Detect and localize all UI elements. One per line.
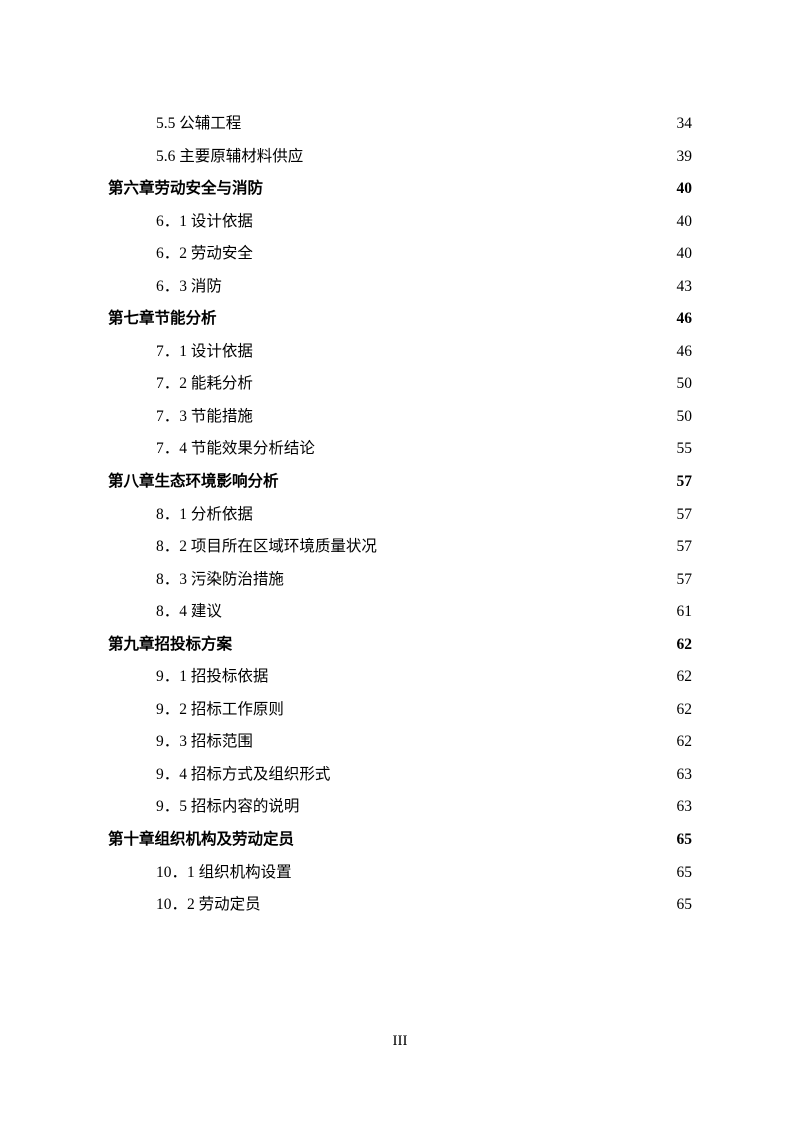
toc-entry: 7．3 节能措施 50: [156, 401, 692, 434]
toc-label: 9．4 招标方式及组织形式: [156, 759, 330, 792]
toc-page: 65: [677, 857, 693, 890]
toc-entry: 8．4 建议 61: [156, 596, 692, 629]
toc-entry: 8．1 分析依据 57: [156, 499, 692, 532]
toc-page: 40: [677, 206, 693, 239]
toc-label: 7．4 节能效果分析结论: [156, 433, 315, 466]
toc-page: 57: [677, 499, 693, 532]
toc-entry: 10．1 组织机构设置 65: [156, 857, 692, 890]
toc-entry: 第六章劳动安全与消防 40: [108, 173, 692, 206]
toc-label: 9．1 招投标依据: [156, 661, 268, 694]
toc-page: 43: [677, 271, 693, 304]
toc-entry: 9．1 招投标依据 62: [156, 661, 692, 694]
toc-entry: 9．4 招标方式及组织形式 63: [156, 759, 692, 792]
toc-label: 6．2 劳动安全: [156, 238, 253, 271]
toc-page: 57: [677, 466, 693, 499]
toc-label: 第六章劳动安全与消防: [108, 173, 263, 206]
toc-entry: 5.6 主要原辅材料供应 39: [156, 141, 692, 174]
toc-label: 9．5 招标内容的说明: [156, 791, 299, 824]
toc-entry: 8．3 污染防治措施 57: [156, 564, 692, 597]
toc-label: 8．1 分析依据: [156, 499, 253, 532]
table-of-contents: 5.5 公辅工程 345.6 主要原辅材料供应 39第六章劳动安全与消防 406…: [108, 108, 692, 922]
toc-label: 10．2 劳动定员: [156, 889, 261, 922]
toc-entry: 10．2 劳动定员 65: [156, 889, 692, 922]
toc-entry: 8．2 项目所在区域环境质量状况 57: [156, 531, 692, 564]
toc-entry: 9．3 招标范围 62: [156, 726, 692, 759]
toc-label: 9．3 招标范围: [156, 726, 253, 759]
toc-page: 55: [677, 433, 693, 466]
toc-entry: 第九章招投标方案 62: [108, 629, 692, 662]
toc-page: 50: [677, 401, 693, 434]
toc-entry: 9．5 招标内容的说明 63: [156, 791, 692, 824]
toc-page: 65: [677, 824, 693, 857]
toc-label: 10．1 组织机构设置: [156, 857, 292, 890]
toc-label: 5.6 主要原辅材料供应: [156, 141, 303, 174]
toc-page: 62: [677, 726, 693, 759]
toc-page: 63: [677, 791, 693, 824]
toc-label: 6．1 设计依据: [156, 206, 253, 239]
toc-entry: 第七章节能分析 46: [108, 303, 692, 336]
toc-label: 7．1 设计依据: [156, 336, 253, 369]
toc-page: 46: [677, 303, 693, 336]
toc-label: 7．2 能耗分析: [156, 368, 253, 401]
toc-page: 61: [677, 596, 693, 629]
toc-page: 62: [677, 661, 693, 694]
toc-label: 7．3 节能措施: [156, 401, 253, 434]
toc-label: 8．2 项目所在区域环境质量状况: [156, 531, 377, 564]
toc-page: 57: [677, 564, 693, 597]
page-number: III: [0, 1033, 800, 1050]
toc-label: 6．3 消防: [156, 271, 222, 304]
toc-page: 57: [677, 531, 693, 564]
toc-label: 8．4 建议: [156, 596, 222, 629]
toc-entry: 7．4 节能效果分析结论 55: [156, 433, 692, 466]
toc-entry: 6．3 消防 43: [156, 271, 692, 304]
toc-entry: 6．2 劳动安全 40: [156, 238, 692, 271]
toc-entry: 第八章生态环境影响分析 57: [108, 466, 692, 499]
toc-page: 46: [677, 336, 693, 369]
toc-page: 34: [677, 108, 693, 141]
toc-page: 62: [677, 629, 693, 662]
toc-page: 65: [677, 889, 693, 922]
toc-entry: 7．2 能耗分析 50: [156, 368, 692, 401]
toc-label: 9．2 招标工作原则: [156, 694, 284, 727]
toc-page: 40: [677, 238, 693, 271]
toc-label: 5.5 公辅工程: [156, 108, 241, 141]
toc-label: 第七章节能分析: [108, 303, 217, 336]
toc-page: 63: [677, 759, 693, 792]
toc-label: 第九章招投标方案: [108, 629, 232, 662]
toc-page: 40: [677, 173, 693, 206]
toc-entry: 7．1 设计依据 46: [156, 336, 692, 369]
toc-entry: 第十章组织机构及劳动定员 65: [108, 824, 692, 857]
toc-page: 50: [677, 368, 693, 401]
toc-label: 8．3 污染防治措施: [156, 564, 284, 597]
toc-page: 62: [677, 694, 693, 727]
toc-entry: 9．2 招标工作原则 62: [156, 694, 692, 727]
toc-page: 39: [677, 141, 693, 174]
toc-entry: 6．1 设计依据 40: [156, 206, 692, 239]
toc-entry: 5.5 公辅工程 34: [156, 108, 692, 141]
toc-label: 第十章组织机构及劳动定员: [108, 824, 294, 857]
toc-label: 第八章生态环境影响分析: [108, 466, 279, 499]
